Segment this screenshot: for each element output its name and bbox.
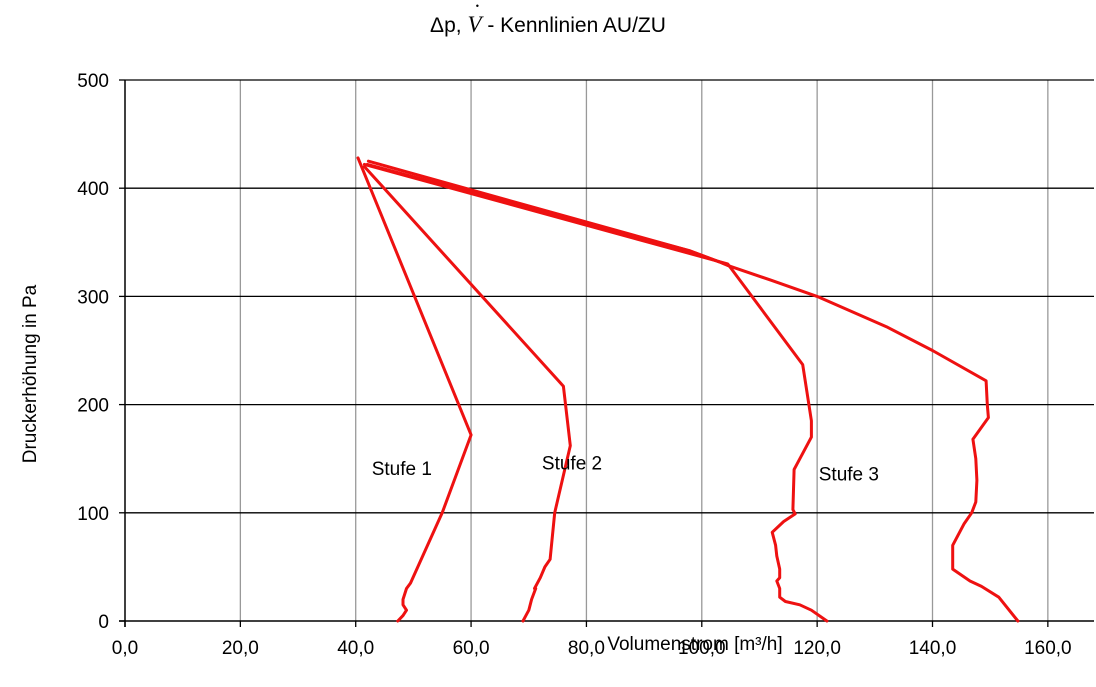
x-tick-label: 0,0 (112, 638, 138, 659)
y-tick-label: 0 (98, 612, 109, 633)
vertical-gridlines (239, 80, 1049, 621)
axes (119, 79, 1094, 627)
x-tick-labels: 0,0 20,0 40,0 60,0 80,0 100,0 120,0 140,0 160,0 (112, 638, 1072, 659)
x-axis-label: Volumenstrom [m³/h] (607, 634, 782, 655)
x-tick-label: 160,0 (1024, 638, 1072, 659)
stufe-labels: Stufe 1 Stufe 2 Stufe 3 (372, 454, 879, 486)
y-tick-label: 200 (77, 396, 109, 417)
y-tick-label: 100 (77, 504, 109, 525)
series-lines (356, 156, 1020, 623)
x-tick-label: 80,0 (568, 638, 605, 659)
x-tick-label: 60,0 (453, 638, 490, 659)
y-tick-label: 400 (77, 179, 109, 200)
series-line-4 (366, 159, 1020, 623)
x-tick-label: 20,0 (222, 638, 259, 659)
x-tick-label: 140,0 (909, 638, 957, 659)
horizontal-gridlines (125, 79, 1094, 514)
stufe-label-1: Stufe 1 (372, 459, 432, 480)
series-line-2 (362, 165, 572, 623)
stufe-label-3: Stufe 3 (819, 464, 879, 485)
y-axis-label: Druckerhöhung in Pa (20, 284, 41, 463)
plot-background (125, 80, 1094, 621)
series-line-3 (362, 162, 829, 623)
x-tick-label: 40,0 (337, 638, 374, 659)
y-tick-label: 500 (77, 71, 109, 92)
series-line-5 (365, 162, 731, 268)
x-tick-label: 120,0 (793, 638, 841, 659)
chart-title-prefix: Δp, (430, 14, 462, 37)
chart-title-symbol: V ˙ (467, 0, 482, 37)
chart-title: Δp, V ˙ - Kennlinien AU/ZU (0, 0, 1096, 38)
chart-title-suffix: - Kennlinien AU/ZU (487, 14, 666, 37)
series-line-1 (356, 156, 473, 623)
x-tick-label: 100,0 (678, 638, 726, 659)
y-tick-label: 300 (77, 287, 109, 308)
stufe-label-2: Stufe 2 (542, 454, 602, 475)
y-tick-labels: 0 100 200 300 400 500 (77, 71, 109, 633)
